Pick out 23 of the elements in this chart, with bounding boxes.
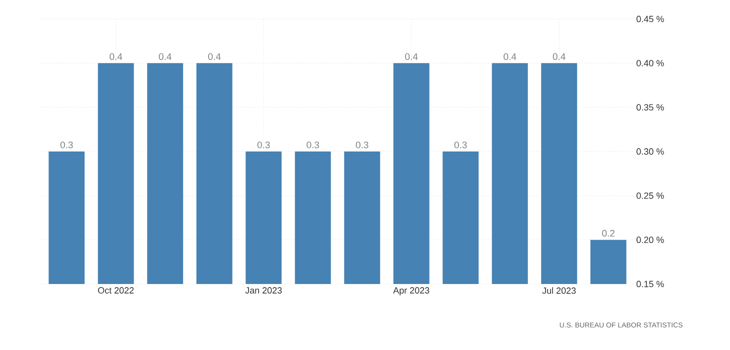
data-label: 0.3 bbox=[454, 142, 467, 148]
data-label: 0.3 bbox=[356, 142, 368, 148]
y-tick-label: 0.45 % bbox=[636, 16, 664, 22]
x-tick-label: Oct 2022 bbox=[98, 287, 134, 294]
x-tick-label: Jul 2023 bbox=[542, 287, 576, 294]
x-tick-label: Apr 2023 bbox=[393, 287, 430, 296]
x-tick-label: Jan 2023 bbox=[245, 287, 282, 294]
y-tick-label: 0.15 % bbox=[636, 280, 664, 288]
data-label: 0.2 bbox=[602, 230, 615, 237]
data-label: 0.3 bbox=[306, 142, 320, 148]
y-tick-label: 0.40 % bbox=[636, 60, 664, 66]
data-label: 0.4 bbox=[208, 53, 221, 60]
data-label: 0.4 bbox=[552, 53, 566, 60]
data-label: 0.3 bbox=[257, 142, 270, 148]
y-tick-label: 0.20 % bbox=[636, 236, 664, 244]
y-tick-label: 0.25 % bbox=[636, 192, 664, 199]
data-label: 0.3 bbox=[60, 142, 73, 148]
y-tick-label: 0.35 % bbox=[636, 104, 664, 111]
data-label: 0.4 bbox=[158, 53, 172, 60]
data-label: 0.4 bbox=[405, 53, 418, 60]
y-tick-label: 0.30 % bbox=[636, 148, 664, 155]
data-label: 0.4 bbox=[110, 53, 122, 60]
data-label: 0.4 bbox=[504, 53, 516, 60]
